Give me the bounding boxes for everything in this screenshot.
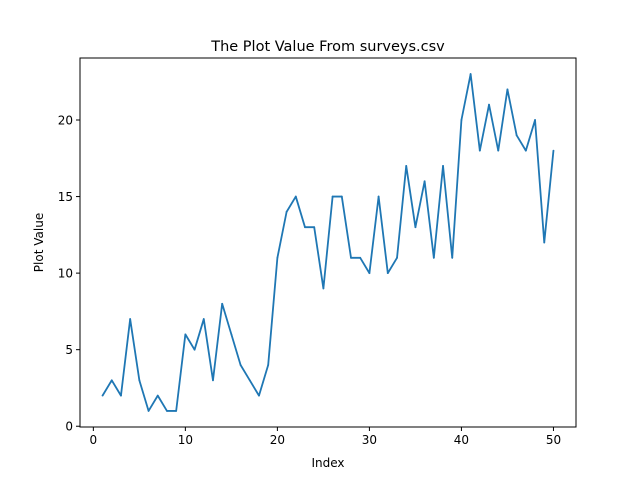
data-point bbox=[405, 165, 408, 167]
x-tick-label: 20 bbox=[270, 433, 285, 447]
data-point bbox=[497, 149, 500, 152]
data-point bbox=[552, 149, 555, 152]
plot-area bbox=[101, 73, 555, 412]
x-tick-label: 40 bbox=[454, 433, 469, 447]
data-point bbox=[534, 119, 536, 121]
x-tick-label: 50 bbox=[546, 433, 561, 447]
data-point bbox=[304, 226, 306, 229]
data-point bbox=[175, 410, 178, 412]
data-point bbox=[432, 256, 435, 259]
data-point bbox=[350, 256, 352, 259]
data-point bbox=[193, 348, 196, 351]
data-point bbox=[368, 272, 371, 275]
axes-frame bbox=[79, 57, 577, 428]
data-point bbox=[294, 195, 297, 198]
data-point bbox=[340, 195, 343, 198]
data-point bbox=[202, 318, 205, 320]
data-point bbox=[120, 394, 122, 397]
data-point bbox=[138, 379, 141, 382]
x-tick-label: 0 bbox=[90, 433, 98, 447]
data-point bbox=[543, 241, 546, 244]
data-point bbox=[101, 394, 104, 397]
data-point bbox=[423, 180, 426, 183]
y-tick-label: 5 bbox=[65, 343, 73, 357]
x-tick-label: 30 bbox=[362, 433, 377, 447]
data-point bbox=[451, 256, 454, 259]
data-point bbox=[515, 134, 518, 137]
data-point bbox=[506, 88, 509, 91]
data-point bbox=[156, 394, 159, 397]
data-point bbox=[285, 210, 288, 213]
x-axis: 0 10 20 30 40 50 bbox=[90, 427, 561, 447]
data-point bbox=[239, 364, 242, 366]
data-point bbox=[184, 333, 187, 336]
data-point bbox=[396, 256, 398, 259]
data-point bbox=[230, 333, 233, 336]
y-tick-label: 20 bbox=[58, 114, 73, 128]
data-point bbox=[248, 379, 251, 382]
data-point bbox=[478, 149, 481, 152]
data-point bbox=[414, 226, 417, 229]
data-point bbox=[386, 272, 389, 275]
data-point bbox=[258, 394, 260, 397]
data-point bbox=[212, 379, 214, 382]
series-line-0 bbox=[101, 73, 555, 412]
data-point bbox=[166, 410, 168, 412]
chart-title: The Plot Value From surveys.csv bbox=[210, 39, 445, 55]
data-point bbox=[359, 256, 362, 259]
y-tick-label: 15 bbox=[58, 190, 73, 204]
data-point bbox=[460, 119, 463, 121]
y-axis-label: Plot Value bbox=[32, 213, 46, 272]
y-axis: 0 5 10 15 20 bbox=[58, 114, 80, 434]
y-tick-label: 10 bbox=[58, 267, 73, 281]
data-point bbox=[442, 165, 444, 167]
x-tick-label: 10 bbox=[178, 433, 193, 447]
data-point bbox=[147, 410, 150, 412]
data-point bbox=[129, 318, 132, 320]
y-tick-label: 0 bbox=[65, 420, 73, 434]
data-point bbox=[488, 103, 490, 106]
x-axis-label: Index bbox=[311, 456, 344, 470]
data-point bbox=[221, 302, 224, 305]
data-point bbox=[331, 195, 334, 198]
data-point bbox=[524, 149, 527, 152]
data-point bbox=[313, 226, 316, 229]
data-point bbox=[267, 364, 270, 366]
data-point bbox=[469, 73, 472, 75]
data-point bbox=[276, 256, 279, 259]
data-point bbox=[110, 379, 113, 382]
data-point bbox=[322, 287, 325, 290]
data-point bbox=[377, 195, 380, 198]
